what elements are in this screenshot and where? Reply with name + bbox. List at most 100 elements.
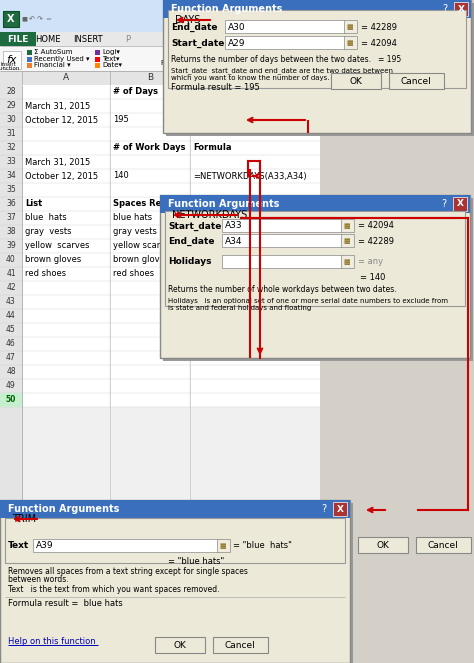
Text: ▦: ▦ — [346, 40, 353, 46]
Bar — [22, 239, 320, 253]
Bar — [0, 46, 320, 72]
Bar — [0, 500, 350, 663]
Bar — [344, 20, 357, 33]
Bar — [160, 195, 470, 213]
Text: = "blue hats": = "blue hats" — [168, 556, 224, 566]
Text: ↶: ↶ — [29, 16, 35, 22]
Bar — [22, 351, 320, 365]
Text: Function: Function — [160, 60, 190, 66]
Text: Removes all spaces from a text string except for single spaces: Removes all spaces from a text string ex… — [8, 568, 248, 577]
Bar — [0, 32, 320, 46]
Text: Start_date  start_date and end_date are the two dates between: Start_date start_date and end_date are t… — [171, 68, 393, 74]
Bar — [22, 211, 320, 225]
Bar — [22, 169, 320, 183]
Text: # of Work Days: # of Work Days — [113, 143, 185, 152]
Bar — [225, 36, 345, 49]
Text: Function Arguments: Function Arguments — [171, 4, 283, 14]
Bar — [0, 71, 320, 85]
Text: Logi▾: Logi▾ — [102, 49, 120, 55]
Text: 47: 47 — [6, 353, 16, 363]
Text: Formula result = 195: Formula result = 195 — [171, 82, 260, 91]
Text: is state and federal holidays and floating: is state and federal holidays and floati… — [168, 305, 311, 311]
Text: March 31, 2015: March 31, 2015 — [25, 101, 90, 111]
Text: P: P — [125, 34, 130, 44]
Text: 140: 140 — [113, 172, 129, 180]
Text: 29: 29 — [6, 101, 16, 111]
Bar — [22, 225, 320, 239]
Bar — [0, 393, 22, 407]
Text: yellow  scarves: yellow scarves — [25, 241, 90, 251]
Text: =TRIM(A43): =TRIM(A43) — [193, 269, 244, 278]
Text: March 31, 2015: March 31, 2015 — [25, 158, 90, 166]
Text: ?: ? — [442, 4, 447, 14]
Bar — [22, 253, 320, 267]
Bar — [168, 10, 466, 88]
Bar — [163, 198, 473, 361]
Text: A39: A39 — [36, 540, 54, 550]
Text: Σ AutoSum: Σ AutoSum — [34, 49, 73, 55]
Text: ▦: ▦ — [219, 543, 226, 549]
Text: Function Arguments: Function Arguments — [8, 504, 119, 514]
Text: October 12, 2015: October 12, 2015 — [25, 115, 98, 125]
Text: X: X — [457, 5, 465, 13]
Text: 32: 32 — [6, 143, 16, 152]
Text: between words.: between words. — [8, 575, 69, 583]
Bar — [27, 50, 32, 55]
Bar — [155, 637, 205, 653]
Bar — [454, 2, 468, 16]
Bar — [331, 73, 381, 89]
Text: Help on this function: Help on this function — [8, 636, 96, 646]
Text: FILE: FILE — [7, 34, 29, 44]
Text: List: List — [25, 200, 42, 208]
Bar — [416, 537, 471, 553]
Text: 46: 46 — [6, 339, 16, 349]
Text: Holidays: Holidays — [168, 257, 211, 265]
Text: = any: = any — [358, 257, 383, 267]
Text: End_date: End_date — [168, 237, 215, 245]
Bar — [22, 281, 320, 295]
Bar — [453, 197, 467, 211]
Text: 49: 49 — [6, 381, 16, 391]
Text: Returns the number of days between the two dates.: Returns the number of days between the t… — [171, 56, 371, 64]
Text: ■: ■ — [21, 17, 27, 21]
Text: yellow scarves: yellow scarves — [113, 241, 175, 251]
Text: ?: ? — [321, 504, 327, 514]
Text: HOME: HOME — [35, 34, 61, 44]
Text: 38: 38 — [6, 227, 16, 237]
Text: Cancel: Cancel — [401, 76, 431, 86]
Text: Holidays   is an optional set of one or more serial date numbers to exclude from: Holidays is an optional set of one or mo… — [168, 298, 448, 304]
Text: =TRIM(A40): =TRIM(A40) — [193, 227, 243, 237]
Text: = "blue  hats": = "blue hats" — [233, 540, 292, 550]
Text: A: A — [63, 74, 69, 82]
Text: red shoes: red shoes — [25, 269, 66, 278]
Text: brown gloves: brown gloves — [25, 255, 81, 265]
Text: blue hats: blue hats — [113, 213, 152, 223]
Text: End_date: End_date — [171, 23, 218, 32]
Text: Function Arguments: Function Arguments — [168, 199, 279, 209]
Bar — [166, 3, 474, 136]
Bar — [222, 219, 342, 232]
Text: =: = — [45, 16, 51, 22]
Bar — [22, 183, 320, 197]
Bar — [5, 518, 345, 563]
Text: NETWORKDAYS: NETWORKDAYS — [172, 210, 247, 220]
Text: ?: ? — [441, 199, 447, 209]
Text: A29: A29 — [228, 38, 246, 48]
Bar — [3, 51, 21, 69]
Text: 195: 195 — [113, 115, 129, 125]
Bar — [22, 337, 320, 351]
Text: OK: OK — [349, 76, 363, 86]
Bar — [95, 50, 100, 55]
Bar — [341, 234, 354, 247]
Bar — [344, 36, 357, 49]
Text: DAYS: DAYS — [175, 15, 201, 25]
Text: # of Days: # of Days — [113, 88, 158, 97]
Text: October 12, 2015: October 12, 2015 — [25, 172, 98, 180]
Text: 50: 50 — [6, 396, 16, 404]
Bar — [341, 219, 354, 232]
Text: Cancel: Cancel — [225, 640, 255, 650]
Text: 41: 41 — [6, 269, 16, 278]
Bar — [27, 57, 32, 62]
Text: A34: A34 — [225, 237, 243, 245]
Text: =TRIM(A42): =TRIM(A42) — [193, 255, 243, 265]
